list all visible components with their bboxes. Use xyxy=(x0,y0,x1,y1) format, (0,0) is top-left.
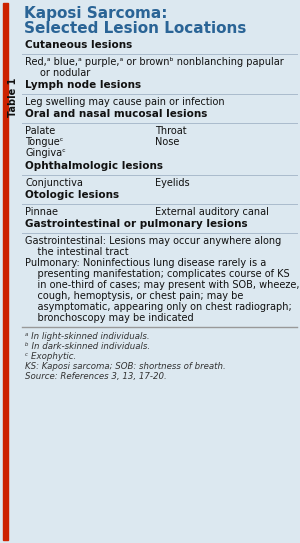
Text: Gastrointestinal: Lesions may occur anywhere along: Gastrointestinal: Lesions may occur anyw… xyxy=(25,236,281,246)
Text: cough, hemoptysis, or chest pain; may be: cough, hemoptysis, or chest pain; may be xyxy=(25,291,243,301)
Text: Cutaneous lesions: Cutaneous lesions xyxy=(25,40,132,50)
Text: Gingivaᶜ: Gingivaᶜ xyxy=(25,148,66,158)
Text: Gastrointestinal or pulmonary lesions: Gastrointestinal or pulmonary lesions xyxy=(25,219,248,229)
Text: Otologic lesions: Otologic lesions xyxy=(25,190,119,200)
Text: KS: Kaposi sarcoma; SOB: shortness of breath.: KS: Kaposi sarcoma; SOB: shortness of br… xyxy=(25,362,226,371)
Bar xyxy=(3,3,8,540)
Text: Pinnae: Pinnae xyxy=(25,207,58,217)
Text: or nodular: or nodular xyxy=(40,68,90,78)
Text: Selected Lesion Locations: Selected Lesion Locations xyxy=(24,21,246,36)
Text: External auditory canal: External auditory canal xyxy=(155,207,269,217)
Text: Lymph node lesions: Lymph node lesions xyxy=(25,80,141,90)
Text: Tongueᶜ: Tongueᶜ xyxy=(25,137,63,147)
Text: ᵇ In dark-skinned individuals.: ᵇ In dark-skinned individuals. xyxy=(25,342,150,351)
Text: Source: References 3, 13, 17-20.: Source: References 3, 13, 17-20. xyxy=(25,372,167,381)
Text: Ophthalmologic lesions: Ophthalmologic lesions xyxy=(25,161,163,171)
Text: ᵃ In light-skinned individuals.: ᵃ In light-skinned individuals. xyxy=(25,332,150,341)
Text: Eyelids: Eyelids xyxy=(155,178,190,188)
Text: Palate: Palate xyxy=(25,126,55,136)
Text: bronchoscopy may be indicated: bronchoscopy may be indicated xyxy=(25,313,194,323)
Text: asymptomatic, appearing only on chest radiograph;: asymptomatic, appearing only on chest ra… xyxy=(25,302,292,312)
Text: Leg swelling may cause pain or infection: Leg swelling may cause pain or infection xyxy=(25,97,225,107)
Text: Pulmonary: Noninfectious lung disease rarely is a: Pulmonary: Noninfectious lung disease ra… xyxy=(25,258,266,268)
Text: Kaposi Sarcoma:: Kaposi Sarcoma: xyxy=(24,6,167,21)
Text: ᶜ Exophytic.: ᶜ Exophytic. xyxy=(25,352,76,361)
Text: Red,ᵃ blue,ᵃ purple,ᵃ or brownᵇ nonblanching papular: Red,ᵃ blue,ᵃ purple,ᵃ or brownᵇ nonblanc… xyxy=(25,57,284,67)
Text: Conjunctiva: Conjunctiva xyxy=(25,178,83,188)
Text: presenting manifestation; complicates course of KS: presenting manifestation; complicates co… xyxy=(25,269,290,279)
Text: Table 1: Table 1 xyxy=(8,78,18,117)
Text: Throat: Throat xyxy=(155,126,187,136)
Text: in one-third of cases; may present with SOB, wheeze,: in one-third of cases; may present with … xyxy=(25,280,299,290)
Text: Oral and nasal mucosal lesions: Oral and nasal mucosal lesions xyxy=(25,109,207,119)
Text: Nose: Nose xyxy=(155,137,179,147)
Text: the intestinal tract: the intestinal tract xyxy=(25,247,129,257)
